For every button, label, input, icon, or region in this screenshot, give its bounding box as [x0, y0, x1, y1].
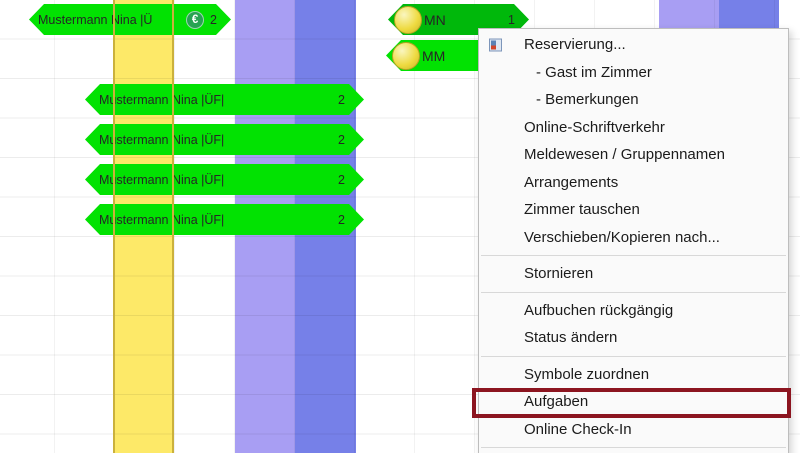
menu-item-verschieben-kopieren[interactable]: Verschieben/Kopieren nach... — [479, 224, 788, 252]
menu-separator — [481, 255, 786, 256]
reservation-bar-mm[interactable]: MM — [386, 40, 484, 71]
reservation-pax-count: 2 — [210, 12, 217, 27]
menu-item-gast-im-zimmer[interactable]: - Gast im Zimmer — [479, 59, 788, 87]
reservation-bar[interactable]: Mustermann Nina |ÜF| 2 — [85, 204, 364, 235]
reservation-guest-name: Mustermann Nina |ÜF| — [99, 212, 225, 227]
menu-item-bemerkungen[interactable]: - Bemerkungen — [479, 86, 788, 114]
menu-item-label: Verschieben/Kopieren nach... — [524, 228, 720, 246]
reservation-guest-name: Mustermann Nina |Ü — [38, 12, 153, 27]
menu-item-label: Meldewesen / Gruppennamen — [524, 146, 725, 164]
menu-item-online-schriftverkehr[interactable]: Online-Schriftverkehr — [479, 114, 788, 142]
reservation-pax-count: 2 — [338, 172, 345, 187]
menu-item-aufgaben[interactable]: Aufgaben — [479, 388, 788, 416]
reservation-bar-header[interactable]: Mustermann Nina |Ü € 2 — [29, 4, 231, 35]
menu-item-status-aendern[interactable]: Status ändern — [479, 324, 788, 352]
menu-item-label: Status ändern — [524, 329, 618, 347]
reservation-context-menu: Reservierung... - Gast im Zimmer - Bemer… — [478, 28, 789, 453]
menu-item-label: Zimmer tauschen — [524, 201, 640, 219]
euro-badge-icon: € — [186, 11, 204, 29]
menu-item-meldewesen-gruppennamen[interactable]: Meldewesen / Gruppennamen — [479, 141, 788, 169]
menu-item-label: Arrangements — [524, 173, 619, 191]
reservation-bar[interactable]: Mustermann Nina |ÜF| 2 — [85, 124, 364, 155]
menu-separator — [481, 447, 786, 448]
reservation-initials: MN — [424, 11, 446, 28]
menu-item-label: Symbole zuordnen — [524, 365, 650, 383]
menu-item-label: Reservierung... — [524, 36, 626, 54]
menu-item-label: Aufbuchen rückgängig — [524, 301, 674, 319]
reservation-pax-count: 2 — [338, 132, 345, 147]
menu-item-zimmer-tauschen[interactable]: Zimmer tauschen — [479, 196, 788, 224]
reservation-bar[interactable]: Mustermann Nina |ÜF| 2 — [85, 164, 364, 195]
reservation-pax-count: 2 — [338, 92, 345, 107]
menu-item-arrangements[interactable]: Arrangements — [479, 169, 788, 197]
menu-item-label: - Bemerkungen — [536, 91, 639, 109]
yellow-column-border-right — [172, 0, 174, 453]
reservation-bar[interactable]: Mustermann Nina |ÜF| 2 — [85, 84, 364, 115]
menu-item-online-check-in[interactable]: Online Check-In — [479, 416, 788, 444]
menu-item-aufbuchen-rueckgaengig[interactable]: Aufbuchen rückgängig — [479, 297, 788, 325]
reservation-initials: MM — [422, 47, 446, 64]
menu-item-symbole-zuordnen[interactable]: Symbole zuordnen — [479, 361, 788, 389]
reservation-pax-count: 1 — [508, 12, 515, 27]
reservation-pax-count: 2 — [338, 212, 345, 227]
reservation-form-icon — [489, 38, 502, 52]
menu-item-reservierung[interactable]: Reservierung... — [479, 31, 788, 59]
menu-separator — [481, 355, 786, 357]
yellow-ball-icon — [394, 6, 422, 34]
menu-item-label: Online Check-In — [524, 420, 632, 438]
menu-separator — [481, 291, 786, 293]
yellow-column-border-left — [113, 0, 115, 453]
reservation-guest-name: Mustermann Nina |ÜF| — [99, 132, 225, 147]
reservation-bar-mn[interactable]: MN 1 — [388, 4, 529, 35]
menu-item-label: Online-Schriftverkehr — [524, 118, 665, 136]
yellow-ball-icon — [392, 41, 420, 70]
menu-item-label: Aufgaben — [524, 393, 589, 411]
menu-item-label: Stornieren — [524, 265, 594, 283]
menu-item-stornieren[interactable]: Stornieren — [479, 260, 788, 288]
menu-item-label: - Gast im Zimmer — [536, 63, 652, 81]
reservation-guest-name: Mustermann Nina |ÜF| — [99, 172, 225, 187]
reservation-guest-name: Mustermann Nina |ÜF| — [99, 92, 225, 107]
